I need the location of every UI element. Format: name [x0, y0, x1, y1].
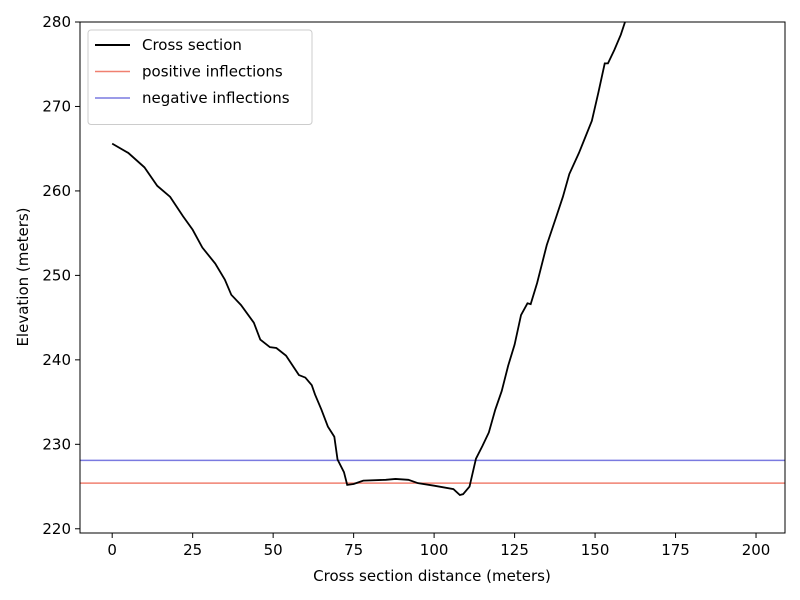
plot-frame [79, 21, 786, 534]
y-axis-label: Elevation (meters) [14, 207, 32, 346]
cross-section-line [111, 22, 626, 496]
plot-area [80, 22, 785, 496]
y-tick-label: 280 [42, 13, 71, 31]
y-tick-label: 220 [42, 520, 71, 538]
x-tick-label: 125 [500, 541, 529, 559]
x-axis-label: Cross section distance (meters) [313, 567, 551, 585]
y-tick-label: 270 [42, 97, 71, 115]
x-tick-label: 50 [264, 541, 283, 559]
legend-label: negative inflections [142, 89, 290, 107]
x-tick-label: 100 [420, 541, 449, 559]
legend-label: positive inflections [142, 63, 283, 81]
x-tick-label: 200 [742, 541, 771, 559]
x-tick-label: 150 [581, 541, 610, 559]
y-tick-label: 240 [42, 351, 71, 369]
y-tick-label: 250 [42, 266, 71, 284]
legend-label: Cross section [142, 36, 242, 54]
x-tick-label: 25 [183, 541, 202, 559]
y-tick-label: 260 [42, 182, 71, 200]
x-tick-label: 0 [107, 541, 117, 559]
y-tick-label: 230 [42, 435, 71, 453]
x-tick-label: 175 [661, 541, 690, 559]
legend-box [87, 29, 313, 125]
x-tick-label: 75 [344, 541, 363, 559]
